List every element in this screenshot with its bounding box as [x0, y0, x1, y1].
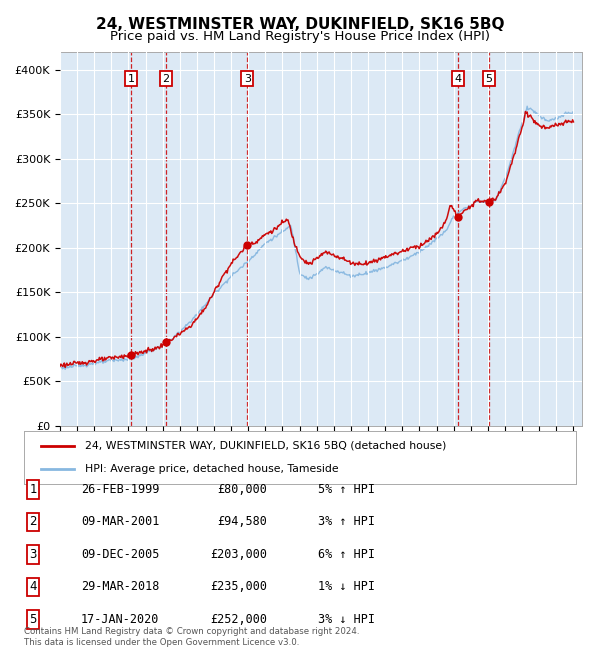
Text: 3: 3	[29, 548, 37, 561]
Text: £252,000: £252,000	[210, 613, 267, 626]
Text: 3% ↑ HPI: 3% ↑ HPI	[318, 515, 375, 528]
Text: £203,000: £203,000	[210, 548, 267, 561]
Text: 4: 4	[29, 580, 37, 593]
Text: 1% ↓ HPI: 1% ↓ HPI	[318, 580, 375, 593]
Text: 5: 5	[29, 613, 37, 626]
Text: 09-MAR-2001: 09-MAR-2001	[81, 515, 160, 528]
Text: £80,000: £80,000	[217, 483, 267, 496]
Text: 1: 1	[29, 483, 37, 496]
Text: £235,000: £235,000	[210, 580, 267, 593]
Text: 29-MAR-2018: 29-MAR-2018	[81, 580, 160, 593]
Text: 5: 5	[485, 73, 492, 84]
Text: 2: 2	[29, 515, 37, 528]
Text: 4: 4	[454, 73, 461, 84]
Text: 17-JAN-2020: 17-JAN-2020	[81, 613, 160, 626]
Text: 2: 2	[163, 73, 170, 84]
Text: 24, WESTMINSTER WAY, DUKINFIELD, SK16 5BQ (detached house): 24, WESTMINSTER WAY, DUKINFIELD, SK16 5B…	[85, 441, 446, 451]
Text: Contains HM Land Registry data © Crown copyright and database right 2024.
This d: Contains HM Land Registry data © Crown c…	[24, 627, 359, 647]
Text: 09-DEC-2005: 09-DEC-2005	[81, 548, 160, 561]
Text: Price paid vs. HM Land Registry's House Price Index (HPI): Price paid vs. HM Land Registry's House …	[110, 30, 490, 43]
Text: 24, WESTMINSTER WAY, DUKINFIELD, SK16 5BQ: 24, WESTMINSTER WAY, DUKINFIELD, SK16 5B…	[96, 17, 504, 32]
Text: 3: 3	[244, 73, 251, 84]
Text: 5% ↑ HPI: 5% ↑ HPI	[318, 483, 375, 496]
Text: £94,580: £94,580	[217, 515, 267, 528]
Text: 1: 1	[128, 73, 134, 84]
Text: 26-FEB-1999: 26-FEB-1999	[81, 483, 160, 496]
Text: 6% ↑ HPI: 6% ↑ HPI	[318, 548, 375, 561]
Text: HPI: Average price, detached house, Tameside: HPI: Average price, detached house, Tame…	[85, 464, 338, 474]
Text: 3% ↓ HPI: 3% ↓ HPI	[318, 613, 375, 626]
